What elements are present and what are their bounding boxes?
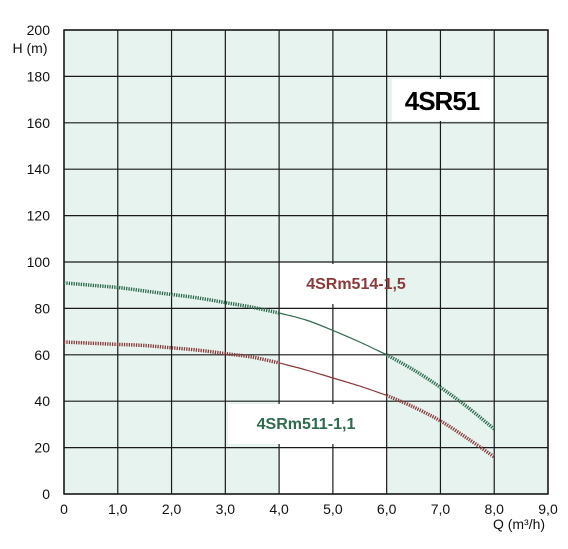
- series-label-box-511: [228, 404, 386, 444]
- y-tick-label: 20: [34, 440, 50, 456]
- y-tick-label: 100: [27, 254, 51, 270]
- series-label-4srm511: 4SRm511-1,1: [257, 416, 356, 433]
- series-0-curve-right-dotted: [385, 353, 496, 431]
- x-tick-label: 3,0: [216, 501, 236, 517]
- y-axis-title: H (m): [13, 40, 48, 56]
- series-1-curve-left-dotted: [63, 340, 280, 365]
- series-1-curve-right-dotted: [386, 393, 496, 459]
- x-tick-label: 0: [60, 501, 68, 517]
- x-tick-label: 7,0: [431, 501, 451, 517]
- y-tick-label: 140: [27, 161, 51, 177]
- x-tick-label: 2,0: [162, 501, 182, 517]
- y-tick-label: 120: [27, 208, 51, 224]
- series-label-box-514: [280, 264, 386, 304]
- y-tick-label: 0: [42, 486, 50, 502]
- y-tick-label: 40: [34, 393, 50, 409]
- series-0-curve-operating: [278, 312, 387, 356]
- x-tick-label: 8,0: [484, 501, 504, 517]
- x-tick-label: 6,0: [377, 501, 397, 517]
- x-tick-labels: 0 1,0 2,0 3,0 4,0 5,0 6,0 7,0 8,0 9,0: [60, 501, 558, 517]
- grid: [63, 29, 549, 495]
- y-tick-label: 80: [34, 300, 50, 316]
- x-axis-title: Q (m³/h): [493, 516, 545, 532]
- x-tick-label: 4,0: [269, 501, 289, 517]
- y-tick-label: 180: [27, 68, 51, 84]
- model-label: 4SR51: [405, 86, 480, 116]
- y-tick-labels: 0 20 40 60 80 100 120 140 160 180 200: [27, 22, 51, 502]
- model-label-box: [392, 79, 493, 121]
- x-tick-label: 5,0: [323, 501, 343, 517]
- series-0-curve-left-dotted: [63, 281, 280, 315]
- x-tick-label: 1,0: [108, 501, 128, 517]
- y-tick-label: 160: [27, 115, 51, 131]
- curves: [63, 281, 496, 459]
- plot-border: [63, 29, 549, 495]
- y-tick-label: 200: [27, 22, 51, 38]
- series-label-4srm514: 4SRm514-1,5: [306, 276, 406, 293]
- y-tick-label: 60: [34, 347, 50, 363]
- x-tick-label: 9,0: [538, 501, 558, 517]
- series-1-curve-operating: [278, 362, 387, 396]
